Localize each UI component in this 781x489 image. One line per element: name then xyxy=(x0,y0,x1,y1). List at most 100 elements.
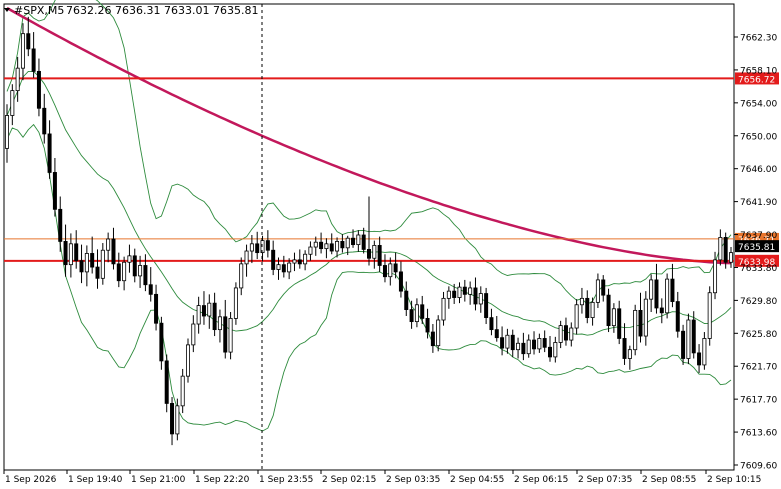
candle-body xyxy=(249,243,254,252)
candle-body xyxy=(186,344,190,377)
candle-body xyxy=(84,253,89,273)
candle-body xyxy=(617,308,622,339)
candle-body xyxy=(558,325,563,343)
candle-body xyxy=(579,297,584,306)
candle-body xyxy=(484,293,489,319)
candle-body xyxy=(436,319,441,347)
band-lower xyxy=(6,123,732,432)
candle-body xyxy=(228,318,233,353)
candle-body xyxy=(521,342,526,355)
candle-body xyxy=(590,301,595,319)
time-axis: 1 Sep 2026 1 Sep 19:40 1 Sep 21:00 1 Sep 22… xyxy=(3,470,761,485)
level-tag xyxy=(735,72,779,85)
candle-body xyxy=(287,262,292,273)
candle-body xyxy=(233,287,238,319)
x-tick-label: 2 Sep 03:35 xyxy=(386,475,440,485)
current-price-label: 7635.81 xyxy=(738,243,775,253)
ma-line xyxy=(6,6,732,265)
candle-body xyxy=(510,334,515,351)
chevron-down-icon[interactable] xyxy=(4,8,10,12)
candle-body xyxy=(398,271,403,292)
candle-body xyxy=(303,253,308,265)
plot-frame xyxy=(3,3,735,471)
candle-body xyxy=(201,305,206,317)
x-tick-label: 1 Sep 23:55 xyxy=(259,475,313,485)
candle-body xyxy=(335,241,340,252)
candle-body xyxy=(707,292,712,339)
candle-body xyxy=(255,243,260,254)
candle-body xyxy=(367,249,371,259)
candle-body xyxy=(138,265,143,277)
candle-body xyxy=(175,405,180,435)
candle-body xyxy=(569,327,574,341)
candle-body xyxy=(452,290,457,298)
candle-body xyxy=(148,284,153,295)
ohlc-values: 7632.26 7636.31 7633.01 7635.81 xyxy=(66,4,258,17)
candle-body xyxy=(377,245,382,266)
candle-body xyxy=(729,252,733,263)
candle-body xyxy=(100,249,105,279)
candle-body xyxy=(308,246,313,255)
candle-body xyxy=(239,263,244,289)
candle-body xyxy=(542,338,547,348)
candle-body xyxy=(659,307,664,314)
candle-body xyxy=(95,266,100,279)
candle-body xyxy=(505,334,510,349)
y-tick-label: 7617.70 xyxy=(740,396,777,406)
candle-body xyxy=(372,245,377,259)
candle-body xyxy=(420,304,425,319)
x-tick-label: 2 Sep 10:15 xyxy=(707,475,761,485)
price-axis: 7662.30 7658.10 7654.00 7650.00 7646.00 7641.… xyxy=(734,34,777,472)
candle-body xyxy=(654,279,659,309)
candle-body xyxy=(494,329,499,339)
candle-body xyxy=(10,90,15,116)
moving-average xyxy=(6,6,732,265)
y-tick-label: 7637.90 xyxy=(740,231,777,241)
candle-body xyxy=(468,287,473,295)
candle-body xyxy=(441,297,446,321)
candle-body xyxy=(516,342,521,351)
candle-body xyxy=(265,240,270,251)
y-tick-label: 7633.80 xyxy=(740,264,777,274)
candle-body xyxy=(351,237,356,246)
candle-body xyxy=(79,260,84,273)
candle-body xyxy=(313,241,318,248)
candle-body xyxy=(191,323,196,346)
candle-body xyxy=(15,67,20,92)
candle-body xyxy=(563,325,568,341)
candle-body xyxy=(670,278,675,302)
y-tick-label: 7658.10 xyxy=(740,66,777,76)
x-tick-label: 2 Sep 06:15 xyxy=(514,475,568,485)
x-tick-label: 1 Sep 2026 xyxy=(5,475,57,485)
candle-body xyxy=(526,339,531,355)
candle-body xyxy=(430,331,435,347)
level-label: 7656.72 xyxy=(738,75,775,85)
candle-body xyxy=(500,337,505,349)
x-tick-label: 2 Sep 08:55 xyxy=(642,475,696,485)
y-tick-label: 7662.30 xyxy=(740,34,777,44)
y-tick-label: 7629.80 xyxy=(740,297,777,307)
candle-body xyxy=(281,264,286,273)
candle-body xyxy=(393,263,398,273)
candle-body xyxy=(52,172,57,210)
candle-body xyxy=(170,403,175,435)
candle-body xyxy=(718,237,723,261)
x-tick-label: 1 Sep 19:40 xyxy=(68,475,123,485)
candle-body xyxy=(633,309,638,351)
candle-body xyxy=(478,293,483,305)
chart-header: #SPX,M5 7632.26 7636.31 7633.01 7635.81 xyxy=(4,4,258,17)
candle-body xyxy=(388,263,393,278)
candle-body xyxy=(404,290,409,310)
y-tick-label: 7641.90 xyxy=(740,198,777,208)
candles xyxy=(5,16,733,446)
candle-body xyxy=(702,338,707,366)
candle-body xyxy=(425,318,430,333)
candle-body xyxy=(665,278,670,314)
candle-body xyxy=(132,255,137,277)
candle-body xyxy=(356,234,361,246)
candle-body xyxy=(196,305,201,325)
candle-body xyxy=(723,237,728,263)
candle-body xyxy=(180,375,185,407)
x-tick-label: 1 Sep 21:00 xyxy=(131,475,186,485)
